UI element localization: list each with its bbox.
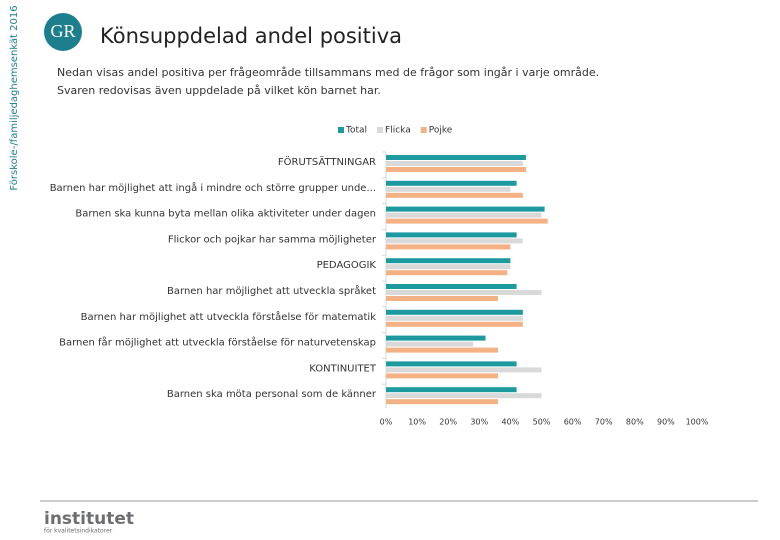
bar	[386, 393, 542, 399]
category-label: Barnen ska kunna byta mellan olika aktiv…	[75, 209, 376, 220]
bar	[386, 296, 498, 301]
bar	[386, 244, 511, 250]
bar	[386, 373, 498, 379]
bar	[386, 290, 542, 295]
x-tick-label: 20%	[439, 418, 457, 427]
bar	[386, 347, 498, 353]
bar	[386, 161, 523, 166]
bar	[386, 155, 526, 160]
category-label: Barnen har möjlighet att ingå i mindre o…	[50, 181, 376, 194]
bar	[386, 180, 517, 186]
x-tick-label: 70%	[595, 418, 613, 427]
x-tick-label: 40%	[502, 418, 520, 427]
bar	[386, 192, 523, 198]
bar	[386, 399, 498, 405]
bar	[386, 309, 523, 315]
category-label: Flickor och pojkar har samma möjligheter	[168, 234, 377, 245]
legend-label: Flicka	[385, 126, 411, 136]
category-label: Barnen har möjlighet att utveckla förstå…	[81, 310, 377, 323]
bar	[386, 335, 486, 341]
bar	[386, 186, 511, 192]
category-label: PEDAGOGIK	[317, 260, 377, 271]
legend-swatch	[338, 127, 344, 133]
bar	[386, 167, 526, 172]
category-label: Barnen har möjlighet att utveckla språke…	[167, 284, 376, 297]
bar	[386, 321, 523, 327]
logo-text: GR	[50, 21, 75, 41]
x-tick-label: 80%	[626, 418, 644, 427]
x-tick-label: 10%	[408, 418, 426, 427]
category-label: FÖRUTSÄTTNINGAR	[278, 155, 376, 168]
bar	[386, 387, 517, 393]
bar	[386, 315, 523, 321]
subtitle: Svaren redovisas även uppdelade på vilke…	[57, 84, 381, 97]
bar	[386, 361, 517, 367]
footer-tagline: för kvalitetsindikatorer	[44, 528, 113, 535]
bar	[386, 206, 545, 212]
x-tick-label: 100%	[686, 418, 709, 427]
bar	[386, 367, 542, 373]
subtitle: Nedan visas andel positiva per frågeområ…	[57, 66, 599, 79]
legend-label: Pojke	[429, 126, 453, 136]
side-label: Förskole-/familjedaghemsenkät 2016	[9, 5, 20, 190]
bar	[386, 212, 542, 218]
bar	[386, 270, 508, 276]
legend-swatch	[377, 127, 384, 133]
footer-name: institutet	[44, 509, 134, 529]
bar	[386, 232, 517, 238]
x-tick-label: 50%	[533, 418, 551, 427]
category-label: KONTINUITET	[309, 363, 377, 374]
legend-label: Total	[345, 126, 367, 136]
category-label: Barnen får möjlighet att utveckla förstå…	[59, 336, 376, 349]
x-tick-label: 60%	[564, 418, 582, 427]
category-label: Barnen ska möta personal som de känner	[167, 389, 377, 400]
x-tick-label: 30%	[470, 418, 488, 427]
chart-title: Könsuppdelad andel positiva	[100, 24, 402, 48]
bar	[386, 341, 474, 347]
bar	[386, 264, 511, 270]
bar	[386, 258, 511, 264]
x-tick-label: 90%	[657, 418, 675, 427]
legend-swatch	[420, 127, 427, 133]
bar	[386, 218, 548, 224]
x-tick-label: 0%	[380, 418, 393, 427]
logo-circle	[44, 13, 82, 51]
bar	[386, 284, 517, 289]
bar	[386, 238, 523, 244]
